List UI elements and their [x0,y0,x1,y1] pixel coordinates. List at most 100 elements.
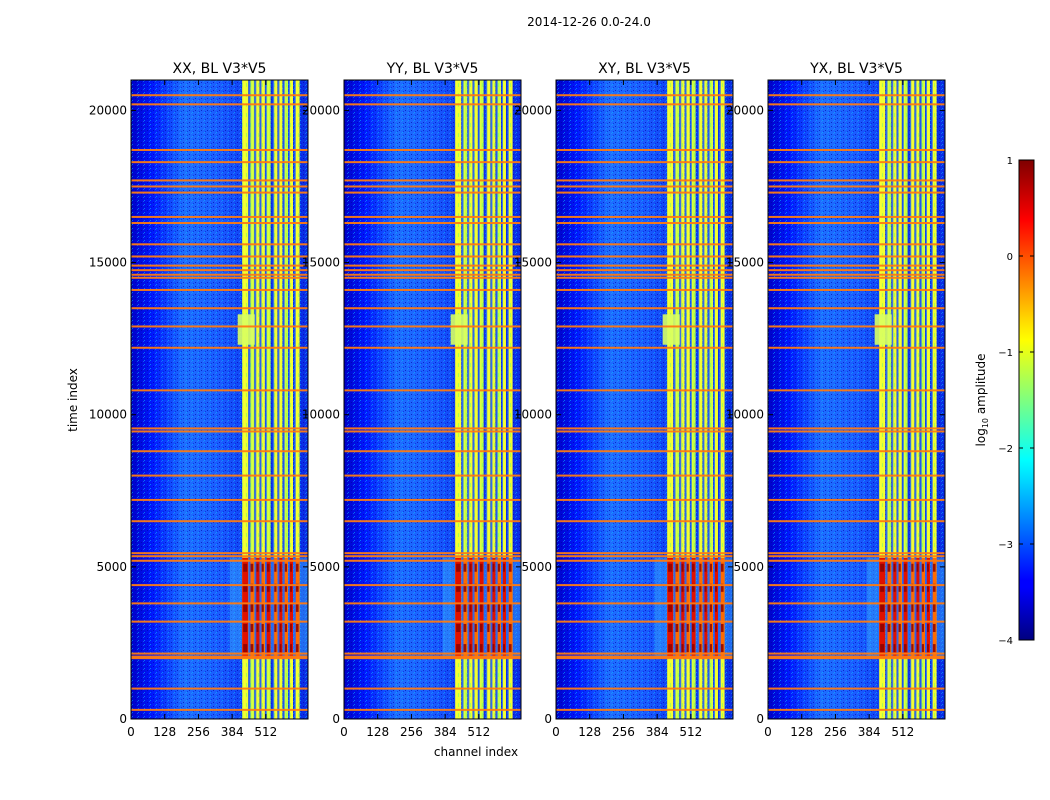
flag-row [344,103,521,106]
flag-row [556,269,733,272]
bright-block-core [295,624,299,633]
bright-block-core [279,563,282,572]
panel-2: YY, BL V3*V5 0 128 256 384 512 0 5000 10000 15000… [302,61,522,739]
flag-row [131,215,308,218]
bright-block-core [256,603,259,612]
flag-row [556,687,733,690]
y-tick-label: 0 [332,712,340,726]
x-tick-label: 384 [434,725,457,739]
flag-row [344,222,521,225]
flag-row [344,657,521,660]
freq-band-texture [910,80,915,719]
band-gap [891,80,894,719]
flag-row [344,273,521,276]
flag-row [344,559,521,562]
flag-row [131,243,308,246]
flag-row [556,555,733,558]
bright-block-core [675,644,679,653]
bright-block-core [911,563,914,572]
bright-block-core [720,563,724,572]
bright-block-core [880,644,885,653]
heatmap-image [768,80,945,719]
bright-block-core [668,624,673,633]
bright-block-core [903,644,907,653]
freq-band-texture [886,80,892,719]
bright-block-core [715,624,717,633]
bright-block-core [681,603,684,612]
freq-band-texture [255,80,260,719]
heatmap-image [344,80,521,719]
flag-row [344,430,521,433]
band-gap [496,80,498,719]
bright-block-core [274,603,277,612]
bright-block-core [715,583,717,592]
flag-row [344,655,521,658]
band-gap [467,80,470,719]
bright-block-core [256,563,259,572]
bright-block-core [261,644,264,653]
flag-row [131,450,308,453]
bright-block-core [911,583,914,592]
flag-row [344,325,521,328]
flag-row [131,552,308,555]
flag-row [344,652,521,655]
bright-block-core [668,644,673,653]
bright-block-core [927,603,929,612]
bright-block-core [903,563,907,572]
bright-block-core [279,603,282,612]
bright-block-core [921,624,924,633]
freq-band-texture [455,80,462,719]
bright-block-core [266,563,270,572]
bright-block-core [675,563,679,572]
panel-title: YY, BL V3*V5 [386,61,479,77]
bright-block-core [261,603,264,612]
bright-block-core [261,563,264,572]
y-tick-label: 10000 [302,408,340,422]
flag-row [768,655,945,658]
bright-block-core [887,624,891,633]
bright-block-core [487,583,490,592]
freq-band-texture [486,80,491,719]
bright-block-core [290,603,292,612]
bright-block-core [250,644,254,653]
x-tick-label: 0 [552,725,560,739]
bright-block-core [284,644,287,653]
bright-block-core [911,624,914,633]
freq-band-texture [915,80,920,719]
flag-row [131,269,308,272]
flag-row [344,346,521,349]
bright-block-core [699,624,702,633]
bright-block-core [704,624,707,633]
freq-band-texture [496,80,501,719]
bright-block-core [261,583,264,592]
flag-row [131,620,308,623]
flag-row [556,191,733,194]
bright-block-core [880,603,885,612]
flag-row [131,222,308,225]
freq-band-texture [278,80,283,719]
x-tick-label: 128 [153,725,176,739]
flag-row [556,389,733,392]
bright-block-core [893,583,896,592]
bright-block-core [916,563,919,572]
bright-block-core [487,603,490,612]
colorbar-tick-label: 0 [1007,252,1013,263]
flag-row [344,427,521,430]
flag-row [556,427,733,430]
bright-block-core [479,603,483,612]
freq-band-texture [719,80,725,719]
freq-band-texture [920,80,925,719]
bright-block-core [916,644,919,653]
band-gap [462,80,464,719]
bright-block-core [709,644,712,653]
bright-block-core [463,603,467,612]
bright-block-core [893,603,896,612]
bright-block-core [720,644,724,653]
flag-row [131,307,308,310]
bright-block-core [715,603,717,612]
flag-row [344,185,521,188]
bright-block-core [295,563,299,572]
flag-row [131,161,308,164]
y-tick-label: 5000 [96,560,127,574]
bright-block-core [691,644,695,653]
